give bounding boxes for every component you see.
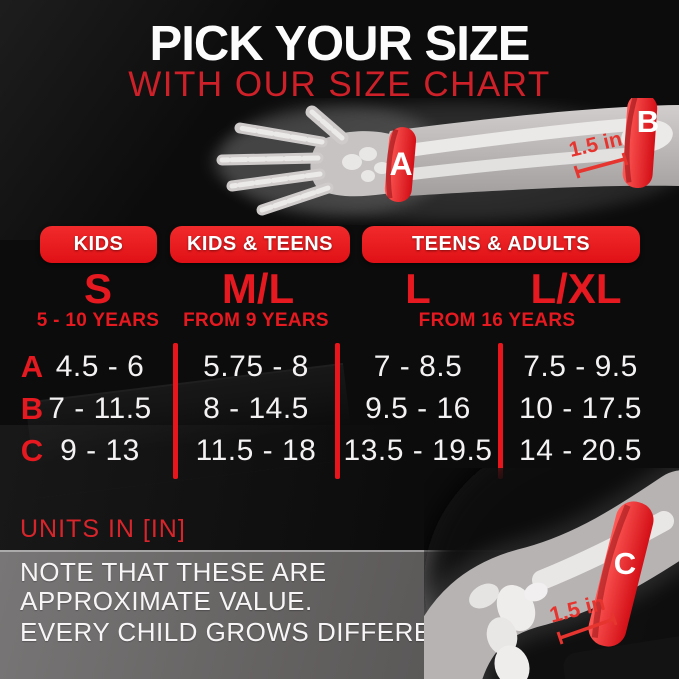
table-cell: 13.5 - 19.5	[343, 434, 493, 467]
category-pill-teens-adults: TEENS & ADULTS	[362, 226, 640, 263]
row-label: C	[20, 433, 44, 468]
table-cell: 10 - 17.5	[519, 392, 642, 425]
table-cell: 11.5 - 18	[195, 434, 317, 467]
measure-line	[559, 617, 615, 640]
carpal-bones	[342, 147, 390, 182]
category-label: TEENS & ADULTS	[411, 233, 591, 255]
category-label: KIDS	[73, 233, 124, 255]
age-range-teens-adults: FROM 16 YEARS	[418, 310, 576, 331]
knee-band-label: C	[614, 546, 636, 581]
row-label: A	[20, 349, 44, 384]
measure-line-ticks	[556, 612, 618, 645]
units-note: UNITS IN [IN]	[20, 515, 186, 543]
category-pill-kids-teens: KIDS & TEENS	[170, 226, 350, 263]
table-cell: 14 - 20.5	[519, 434, 642, 467]
measure-annotation-top: 1.5 in	[567, 127, 629, 179]
wrist-band-label: A	[389, 146, 412, 182]
measure-line	[576, 157, 626, 174]
skeleton-elbow-diagram: C 1.5 in	[424, 468, 679, 679]
table-cell: 7 - 11.5	[48, 392, 152, 425]
table-cell: 7 - 8.5	[373, 350, 463, 383]
knee-band-c	[588, 501, 654, 647]
dark-foreground-shape	[563, 633, 679, 679]
table-cell: 9.5 - 16	[365, 392, 471, 425]
age-range-kids-teens: FROM 9 YEARS	[183, 310, 329, 331]
size-label-l: L	[405, 265, 431, 312]
forearm-band-b	[622, 98, 658, 188]
table-divider	[335, 343, 340, 479]
skeleton-hand	[216, 105, 349, 216]
category-pill-kids: KIDS	[40, 226, 157, 263]
table-divider	[173, 343, 178, 479]
note-text: APPROXIMATE VALUE.	[20, 586, 313, 616]
table-cell: 7.5 - 9.5	[523, 350, 638, 383]
measure-line-ticks	[573, 152, 629, 179]
wrist-band-a	[384, 127, 417, 202]
table-cell: 4.5 - 6	[55, 350, 145, 383]
note-text: NOTE THAT THESE ARE	[20, 557, 327, 587]
table-divider	[498, 343, 503, 479]
forearm-band-label: B	[637, 104, 659, 139]
size-label-ml: M/L	[221, 265, 295, 312]
category-label: KIDS & TEENS	[186, 233, 334, 255]
table-cell: 8 - 14.5	[203, 392, 309, 425]
age-range-kids: 5 - 10 YEARS	[36, 310, 160, 331]
table-row: B 7 - 11.5 8 - 14.5 9.5 - 16 10 - 17.5	[0, 389, 679, 429]
page-subtitle: WITH OUR SIZE CHART	[128, 65, 551, 104]
size-label-lxl: L/XL	[530, 265, 622, 312]
page-title: PICK YOUR SIZE	[149, 17, 531, 71]
table-cell: 9 - 13	[60, 434, 140, 467]
size-label-s: S	[83, 265, 112, 312]
table-cell: 5.75 - 8	[203, 350, 309, 383]
skeleton-arm-diagram: A B 1.5 in	[210, 98, 679, 222]
table-row: A 4.5 - 6 5.75 - 8 7 - 8.5 7.5 - 9.5	[0, 347, 679, 387]
row-label: B	[20, 391, 44, 426]
table-row: C 9 - 13 11.5 - 18 13.5 - 19.5 14 - 20.5	[0, 431, 679, 471]
note-text: EVERY CHILD GROWS DIFFERENTLY	[20, 617, 499, 647]
